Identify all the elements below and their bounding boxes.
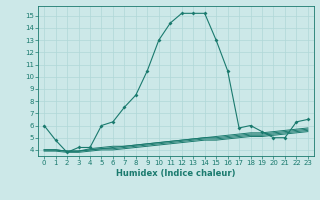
X-axis label: Humidex (Indice chaleur): Humidex (Indice chaleur) xyxy=(116,169,236,178)
